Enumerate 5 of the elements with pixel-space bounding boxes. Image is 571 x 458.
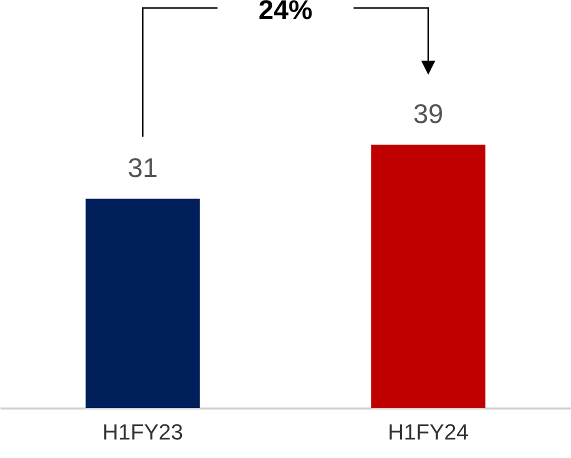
data-label: 39 — [413, 98, 444, 129]
text: 24% — [258, 0, 313, 25]
data-label: 31 — [128, 152, 158, 183]
x-tick-label: H1FY24 — [388, 420, 469, 444]
x-tick-label: H1FY23 — [102, 420, 184, 444]
